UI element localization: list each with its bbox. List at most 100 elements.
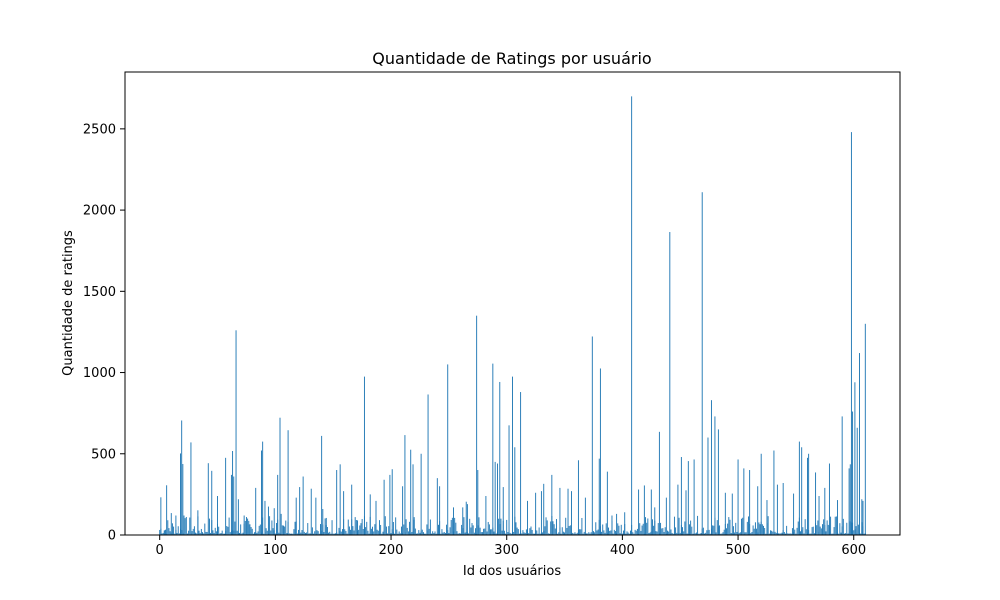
bar-texture-segment (609, 530, 611, 535)
bar-texture-segment (623, 530, 625, 535)
bar-texture-segment (301, 530, 303, 535)
bar-texture-segment (709, 533, 711, 535)
bar-texture-segment (860, 533, 862, 535)
bar (279, 417, 281, 535)
bar-texture-segment (516, 527, 518, 535)
bar-texture-segment (550, 521, 552, 535)
bar-texture-segment (458, 533, 460, 535)
bar-texture-segment (342, 529, 343, 535)
bar-texture-segment (582, 533, 584, 535)
bar-texture-segment (732, 526, 734, 535)
bar (190, 442, 192, 535)
bar-texture-segment (536, 530, 538, 535)
bar-texture-segment (705, 532, 707, 535)
bar (643, 485, 645, 535)
bar-texture-segment (697, 515, 699, 535)
bar-texture-segment (171, 523, 173, 535)
bar-texture-segment (259, 524, 261, 535)
bar-texture-segment (505, 533, 507, 535)
bar-texture-segment (320, 524, 321, 535)
bar-texture-segment (565, 517, 567, 535)
bar-texture-segment (595, 522, 597, 535)
bar (182, 464, 184, 535)
bar-texture-segment (298, 529, 299, 535)
bar-texture-segment (421, 529, 423, 535)
bar-texture-segment (542, 532, 544, 535)
bar-texture-segment (203, 533, 205, 535)
bar-texture-segment (293, 529, 295, 535)
bar (322, 509, 324, 535)
bar-texture-segment (668, 531, 670, 535)
bar-texture-segment (213, 532, 215, 535)
bar-texture-segment (405, 519, 407, 535)
bar-texture-segment (326, 527, 328, 535)
bar-texture-segment (646, 522, 648, 535)
bar-texture-segment (422, 532, 424, 535)
bar-texture-segment (193, 526, 195, 535)
bar-texture-segment (169, 531, 171, 535)
bar-texture-segment (330, 533, 332, 535)
bar-texture-segment (657, 523, 659, 535)
bar-texture-segment (377, 530, 379, 535)
bar-texture-segment (785, 533, 786, 535)
bar-texture-segment (214, 527, 216, 535)
bar-texture-segment (191, 531, 193, 535)
bar (497, 463, 498, 535)
bar-texture-segment (382, 531, 384, 535)
bar-texture-segment (472, 525, 474, 535)
bar (815, 472, 817, 535)
bar-texture-segment (750, 533, 752, 535)
bar-texture-segment (788, 533, 790, 535)
x-tick-label: 600 (841, 543, 866, 558)
bar-texture-segment (544, 526, 546, 535)
bar-texture-segment (538, 527, 540, 535)
bar-texture-segment (723, 529, 725, 535)
bar-texture-segment (513, 531, 515, 535)
bar-texture-segment (639, 523, 641, 535)
bar-texture-segment (359, 525, 361, 535)
y-tick-label: 500 (91, 447, 116, 462)
bar-texture-segment (318, 533, 320, 535)
bar-texture-segment (165, 529, 166, 535)
bar-texture-segment (281, 525, 283, 535)
bar-texture-segment (576, 532, 578, 535)
bar (859, 353, 860, 535)
bar-texture-segment (274, 533, 276, 535)
bar-texture-segment (583, 531, 585, 535)
bar (514, 447, 516, 535)
bar-texture-segment (686, 533, 688, 535)
bar-texture-segment (224, 533, 225, 535)
bar-texture-segment (525, 529, 527, 535)
bar-texture-segment (414, 528, 416, 535)
bar-texture-segment (826, 520, 828, 535)
bar-texture-segment (835, 516, 837, 535)
bar-texture-segment (561, 527, 563, 535)
bar-texture-segment (673, 516, 675, 535)
bar-texture-segment (664, 527, 666, 535)
bar-texture-segment (580, 529, 582, 535)
bar-texture-segment (602, 524, 604, 535)
bar-texture-segment (518, 533, 520, 535)
bar (302, 476, 304, 535)
bar-texture-segment (486, 531, 488, 535)
bar-texture (159, 515, 866, 535)
bar-texture-segment (221, 530, 223, 535)
bar-texture-segment (608, 527, 609, 535)
bar (687, 461, 689, 535)
bar-texture-segment (509, 532, 511, 535)
bar (757, 486, 759, 535)
bar-texture-segment (620, 524, 622, 535)
bar (680, 457, 682, 535)
bar-texture-segment (220, 533, 222, 535)
bar-texture-segment (285, 520, 287, 535)
bar (864, 323, 866, 535)
bar-texture-segment (769, 530, 771, 535)
bar-texture-segment (388, 526, 390, 535)
bar (499, 381, 501, 535)
bar-texture-segment (530, 526, 532, 535)
bar-texture-segment (539, 533, 541, 535)
bar (760, 453, 762, 535)
bar (862, 500, 864, 535)
bar-texture-segment (842, 518, 844, 535)
bar-texture-segment (475, 528, 476, 535)
